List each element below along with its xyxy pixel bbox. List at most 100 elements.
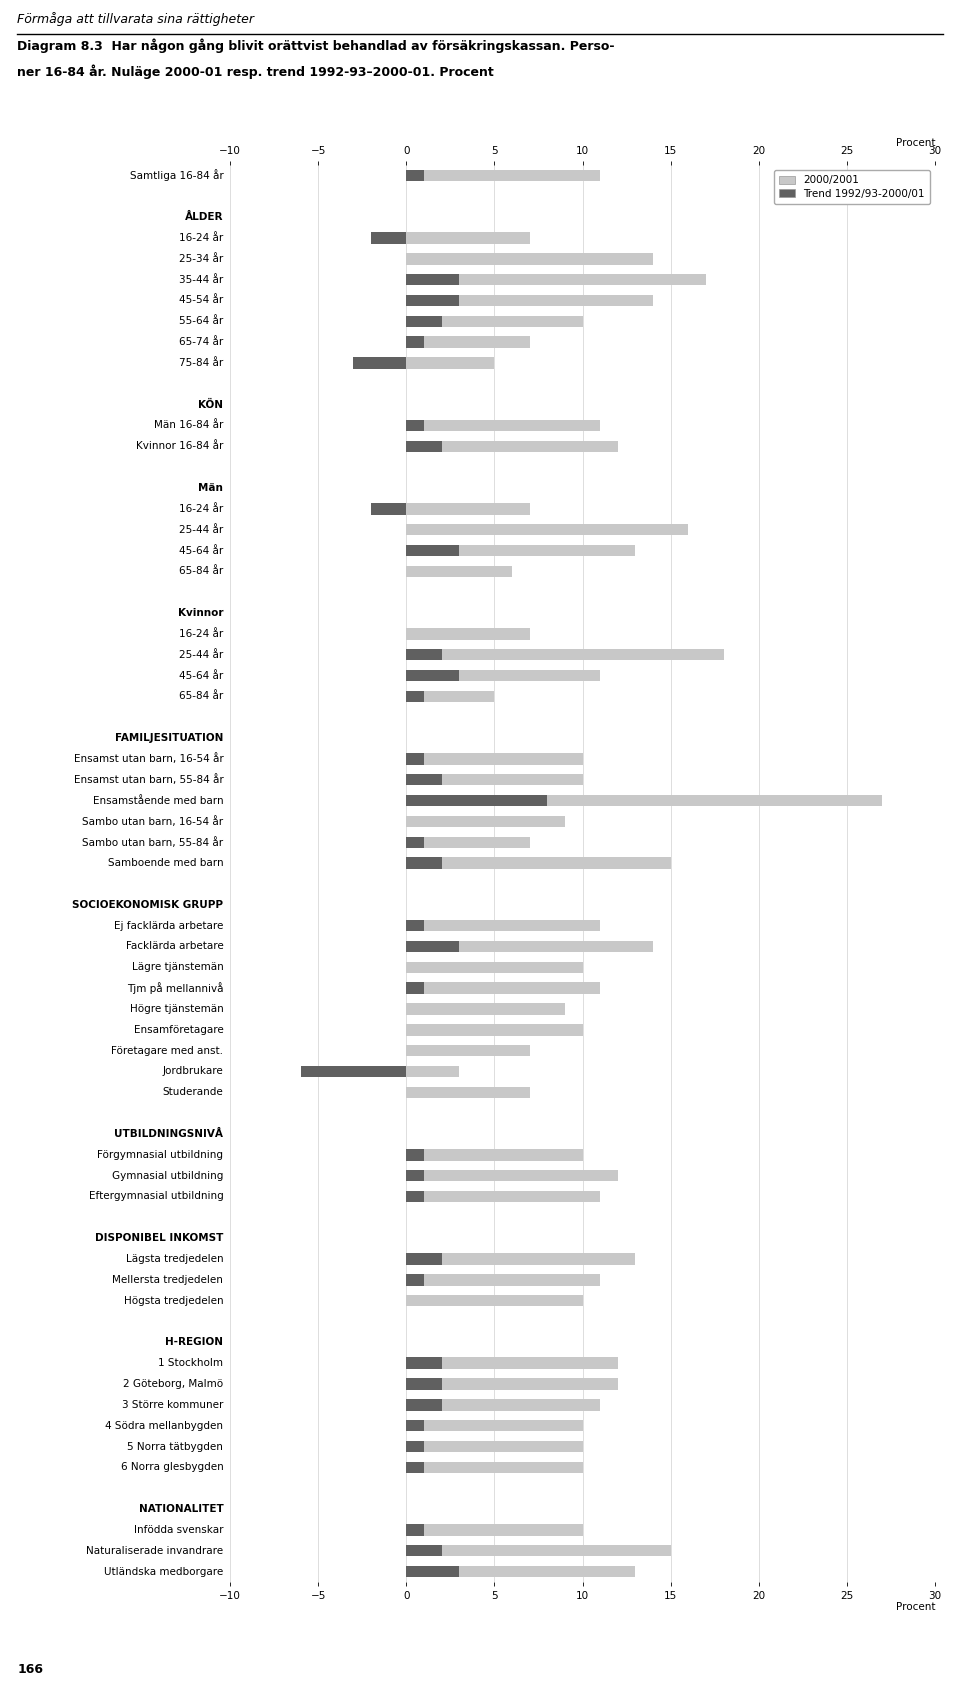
Bar xyxy=(406,1170,617,1182)
Text: ner 16-84 år. Nuläge 2000-01 resp. trend 1992-93–2000-01. Procent: ner 16-84 år. Nuläge 2000-01 resp. trend… xyxy=(17,64,494,79)
Bar xyxy=(406,1399,600,1411)
Text: Sambo utan barn, 55-84 år: Sambo utan barn, 55-84 år xyxy=(83,837,224,847)
Bar xyxy=(406,648,724,660)
Text: UTBILDNINGSNIVÅ: UTBILDNINGSNIVÅ xyxy=(114,1128,224,1138)
Bar xyxy=(406,1420,424,1431)
Bar xyxy=(406,1148,583,1160)
Text: 1 Stockholm: 1 Stockholm xyxy=(158,1359,224,1367)
Bar xyxy=(371,504,406,515)
Bar xyxy=(406,274,706,285)
Bar xyxy=(406,1024,583,1036)
Bar xyxy=(406,962,583,973)
Bar xyxy=(406,274,459,285)
Text: Lägre tjänstemän: Lägre tjänstemän xyxy=(132,962,224,972)
Text: SOCIOEKONOMISK GRUPP: SOCIOEKONOMISK GRUPP xyxy=(72,899,224,909)
Bar xyxy=(406,1524,424,1536)
Bar xyxy=(406,941,459,951)
Bar xyxy=(406,648,442,660)
Text: 25-44 år: 25-44 år xyxy=(179,525,224,534)
Text: Gymnasial utbildning: Gymnasial utbildning xyxy=(112,1170,224,1180)
Text: Företagare med anst.: Företagare med anst. xyxy=(111,1046,224,1056)
Text: Procent: Procent xyxy=(897,1601,936,1612)
Bar xyxy=(406,1357,442,1369)
Text: 65-84 år: 65-84 år xyxy=(179,566,224,576)
Text: Sambo utan barn, 16-54 år: Sambo utan barn, 16-54 år xyxy=(83,817,224,827)
Text: 4 Södra mellanbygden: 4 Södra mellanbygden xyxy=(106,1421,224,1431)
Bar xyxy=(406,753,424,765)
Bar xyxy=(406,1044,530,1056)
Text: 2 Göteborg, Malmö: 2 Göteborg, Malmö xyxy=(123,1379,224,1389)
Bar xyxy=(406,253,653,264)
Text: Högre tjänstemän: Högre tjänstemän xyxy=(130,1004,224,1014)
Text: Förmåga att tillvarata sina rättigheter: Förmåga att tillvarata sina rättigheter xyxy=(17,12,254,25)
Text: Jordbrukare: Jordbrukare xyxy=(162,1066,224,1076)
Bar xyxy=(300,1066,406,1078)
Bar xyxy=(406,1462,583,1474)
Bar xyxy=(406,357,494,369)
Text: 25-44 år: 25-44 år xyxy=(179,650,224,660)
Bar xyxy=(406,982,424,994)
Bar xyxy=(406,775,583,785)
Bar xyxy=(406,690,494,702)
Text: Ensamföretagare: Ensamföretagare xyxy=(133,1026,224,1034)
Bar xyxy=(406,1378,617,1389)
Bar xyxy=(406,419,600,431)
Bar xyxy=(406,1442,424,1452)
Text: Ensamst utan barn, 16-54 år: Ensamst utan barn, 16-54 år xyxy=(74,753,224,765)
Bar xyxy=(406,1544,671,1556)
Bar xyxy=(353,357,406,369)
Bar xyxy=(406,419,424,431)
Text: Kvinnor: Kvinnor xyxy=(178,608,224,618)
Text: Mellersta tredjedelen: Mellersta tredjedelen xyxy=(112,1275,224,1285)
Text: 16-24 år: 16-24 år xyxy=(179,232,224,242)
Text: Kvinnor 16-84 år: Kvinnor 16-84 år xyxy=(136,441,224,451)
Bar xyxy=(406,337,424,349)
Bar xyxy=(406,1148,424,1160)
Bar xyxy=(406,775,442,785)
Text: Ej facklärda arbetare: Ej facklärda arbetare xyxy=(114,921,224,931)
Text: H-REGION: H-REGION xyxy=(165,1337,224,1347)
Bar xyxy=(406,1170,424,1182)
Bar xyxy=(406,1086,530,1098)
Bar xyxy=(406,982,600,994)
Bar xyxy=(406,1566,459,1578)
Text: Naturaliserade invandrare: Naturaliserade invandrare xyxy=(86,1546,224,1556)
Bar xyxy=(406,815,564,827)
Bar xyxy=(406,1544,442,1556)
Text: 45-54 år: 45-54 år xyxy=(179,295,224,305)
Bar xyxy=(406,628,530,640)
Bar xyxy=(406,1066,459,1078)
Text: 25-34 år: 25-34 år xyxy=(179,254,224,264)
Text: 35-44 år: 35-44 år xyxy=(179,274,224,285)
Bar xyxy=(406,170,424,182)
Text: FAMILJESITUATION: FAMILJESITUATION xyxy=(115,733,224,743)
Bar xyxy=(406,1566,636,1578)
Bar xyxy=(406,1295,583,1307)
Bar xyxy=(406,941,653,951)
Bar xyxy=(406,524,688,536)
Bar xyxy=(406,795,882,807)
Bar xyxy=(406,795,547,807)
Bar xyxy=(406,295,653,306)
Text: Lägsta tredjedelen: Lägsta tredjedelen xyxy=(126,1255,224,1265)
Bar xyxy=(406,753,583,765)
Bar xyxy=(406,1253,636,1265)
Bar xyxy=(406,315,442,327)
Text: Samboende med barn: Samboende med barn xyxy=(108,859,224,867)
Text: 45-64 år: 45-64 år xyxy=(179,670,224,680)
Bar xyxy=(406,441,617,451)
Text: 45-64 år: 45-64 år xyxy=(179,546,224,556)
Bar xyxy=(406,670,459,682)
Text: 6 Norra glesbygden: 6 Norra glesbygden xyxy=(121,1462,224,1472)
Text: Diagram 8.3  Har någon gång blivit orättvist behandlad av försäkringskassan. Per: Diagram 8.3 Har någon gång blivit orättv… xyxy=(17,39,614,54)
Bar xyxy=(406,670,600,682)
Bar xyxy=(406,1275,424,1285)
Text: 166: 166 xyxy=(17,1662,43,1676)
Text: Män: Män xyxy=(199,483,224,493)
Text: 16-24 år: 16-24 år xyxy=(179,628,224,638)
Bar xyxy=(406,1275,600,1285)
Bar xyxy=(406,857,442,869)
Bar xyxy=(406,1462,424,1474)
Bar xyxy=(406,566,512,578)
Text: 3 Större kommuner: 3 Större kommuner xyxy=(122,1399,224,1410)
